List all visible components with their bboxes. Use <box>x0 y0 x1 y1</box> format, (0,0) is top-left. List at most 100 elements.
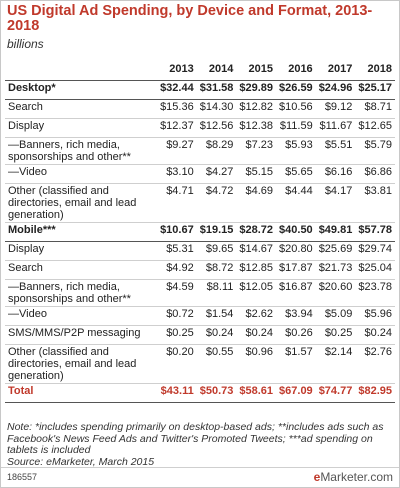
year-header: 2018 <box>355 59 395 81</box>
value-cell: $7.23 <box>236 137 277 165</box>
value-cell: $12.56 <box>196 118 237 138</box>
table-row: Mobile*** $10.67 $19.15 $28.72 $40.50 $49.81 $… <box>5 222 395 242</box>
value-cell: $50.73 <box>196 383 237 403</box>
value-cell: $4.27 <box>196 164 237 184</box>
value-cell: $6.16 <box>315 164 356 184</box>
value-cell: $3.10 <box>157 164 197 184</box>
value-cell: $25.17 <box>355 80 395 100</box>
year-header: 2016 <box>276 59 316 81</box>
value-cell: $23.78 <box>355 279 395 307</box>
value-cell: $12.37 <box>157 118 197 138</box>
value-cell: $5.09 <box>315 306 356 326</box>
value-cell: $0.24 <box>236 325 277 345</box>
year-header: 2013 <box>157 59 197 81</box>
value-cell: $25.04 <box>355 260 395 280</box>
row-label: Mobile*** <box>5 222 158 242</box>
value-cell: $20.80 <box>276 241 316 261</box>
row-label: Other (classified and directories, email… <box>5 183 158 223</box>
header-label-cell <box>5 59 158 81</box>
chart-id: 186557 <box>7 472 38 482</box>
value-cell: $74.77 <box>315 383 356 403</box>
value-cell: $8.71 <box>355 99 395 119</box>
year-header: 2017 <box>315 59 356 81</box>
value-cell: $31.58 <box>196 80 237 100</box>
value-cell: $19.15 <box>196 222 237 242</box>
value-cell: $9.27 <box>157 137 197 165</box>
table-body: Desktop* $32.44 $31.58 $29.89 $26.59 $24.96 $2… <box>5 80 395 403</box>
row-label: Display <box>5 118 158 138</box>
value-cell: $25.69 <box>315 241 356 261</box>
value-cell: $2.62 <box>236 306 277 326</box>
value-cell: $28.72 <box>236 222 277 242</box>
value-cell: $67.09 <box>276 383 316 403</box>
value-cell: $21.73 <box>315 260 356 280</box>
row-label: Display <box>5 241 158 261</box>
table-row: Search $15.36 $14.30 $12.82 $10.56 $9.12 $8.71 <box>5 99 395 119</box>
value-cell: $24.96 <box>315 80 356 100</box>
value-cell: $9.12 <box>315 99 356 119</box>
value-cell: $12.85 <box>236 260 277 280</box>
value-cell: $0.96 <box>236 344 277 384</box>
value-cell: $2.76 <box>355 344 395 384</box>
table-row: —Banners, rich media, sponsorships and o… <box>5 137 395 165</box>
value-cell: $3.81 <box>355 183 395 223</box>
value-cell: $0.25 <box>315 325 356 345</box>
value-cell: $4.59 <box>157 279 197 307</box>
value-cell: $12.65 <box>355 118 395 138</box>
row-label: —Video <box>5 306 158 326</box>
value-cell: $5.93 <box>276 137 316 165</box>
chart-footer: 186557 eMarketer.com <box>1 467 399 488</box>
value-cell: $40.50 <box>276 222 316 242</box>
value-cell: $8.72 <box>196 260 237 280</box>
value-cell: $26.59 <box>276 80 316 100</box>
value-cell: $0.55 <box>196 344 237 384</box>
table-row: Total $43.11 $50.73 $58.61 $67.09 $74.77 $82.9… <box>5 383 395 403</box>
value-cell: $4.69 <box>236 183 277 223</box>
chart-title: US Digital Ad Spending, by Device and Fo… <box>7 3 373 34</box>
value-cell: $3.94 <box>276 306 316 326</box>
brand-logo[interactable]: eMarketer.com <box>314 470 393 484</box>
row-label: —Banners, rich media, sponsorships and o… <box>5 137 158 165</box>
value-cell: $29.74 <box>355 241 395 261</box>
chart-notes: Note: *includes spending primarily on de… <box>7 421 395 468</box>
value-cell: $17.87 <box>276 260 316 280</box>
table-row: —Video $0.72 $1.54 $2.62 $3.94 $5.09 $5.96 <box>5 306 395 326</box>
table-row: Search $4.92 $8.72 $12.85 $17.87 $21.73 $25.04 <box>5 260 395 280</box>
value-cell: $14.67 <box>236 241 277 261</box>
row-label: —Banners, rich media, sponsorships and o… <box>5 279 158 307</box>
value-cell: $4.44 <box>276 183 316 223</box>
value-cell: $49.81 <box>315 222 356 242</box>
value-cell: $0.26 <box>276 325 316 345</box>
value-cell: $0.24 <box>196 325 237 345</box>
value-cell: $12.05 <box>236 279 277 307</box>
value-cell: $5.96 <box>355 306 395 326</box>
table-row: Desktop* $32.44 $31.58 $29.89 $26.59 $24.96 $2… <box>5 80 395 100</box>
row-label: —Video <box>5 164 158 184</box>
data-table: 2013 2014 2015 2016 2017 2018 Desktop* $3… <box>5 59 395 403</box>
header-row: 2013 2014 2015 2016 2017 2018 <box>5 59 395 81</box>
value-cell: $0.20 <box>157 344 197 384</box>
value-cell: $10.67 <box>157 222 197 242</box>
brand-logo-e: e <box>313 470 321 484</box>
row-label: Search <box>5 260 158 280</box>
value-cell: $10.56 <box>276 99 316 119</box>
value-cell: $29.89 <box>236 80 277 100</box>
value-cell: $5.51 <box>315 137 356 165</box>
value-cell: $5.65 <box>276 164 316 184</box>
table-row: Display $12.37 $12.56 $12.38 $11.59 $11.67 $12… <box>5 118 395 138</box>
value-cell: $32.44 <box>157 80 197 100</box>
value-cell: $9.65 <box>196 241 237 261</box>
value-cell: $2.14 <box>315 344 356 384</box>
row-label: Search <box>5 99 158 119</box>
value-cell: $0.24 <box>355 325 395 345</box>
value-cell: $0.72 <box>157 306 197 326</box>
table-row: Other (classified and directories, email… <box>5 183 395 223</box>
table-row: Other (classified and directories, email… <box>5 344 395 384</box>
value-cell: $4.72 <box>196 183 237 223</box>
value-cell: $15.36 <box>157 99 197 119</box>
table-row: SMS/MMS/P2P messaging $0.25 $0.24 $0.24 $0.2… <box>5 325 395 345</box>
chart-subtitle: billions <box>7 37 44 51</box>
value-cell: $0.25 <box>157 325 197 345</box>
value-cell: $5.79 <box>355 137 395 165</box>
value-cell: $11.59 <box>276 118 316 138</box>
